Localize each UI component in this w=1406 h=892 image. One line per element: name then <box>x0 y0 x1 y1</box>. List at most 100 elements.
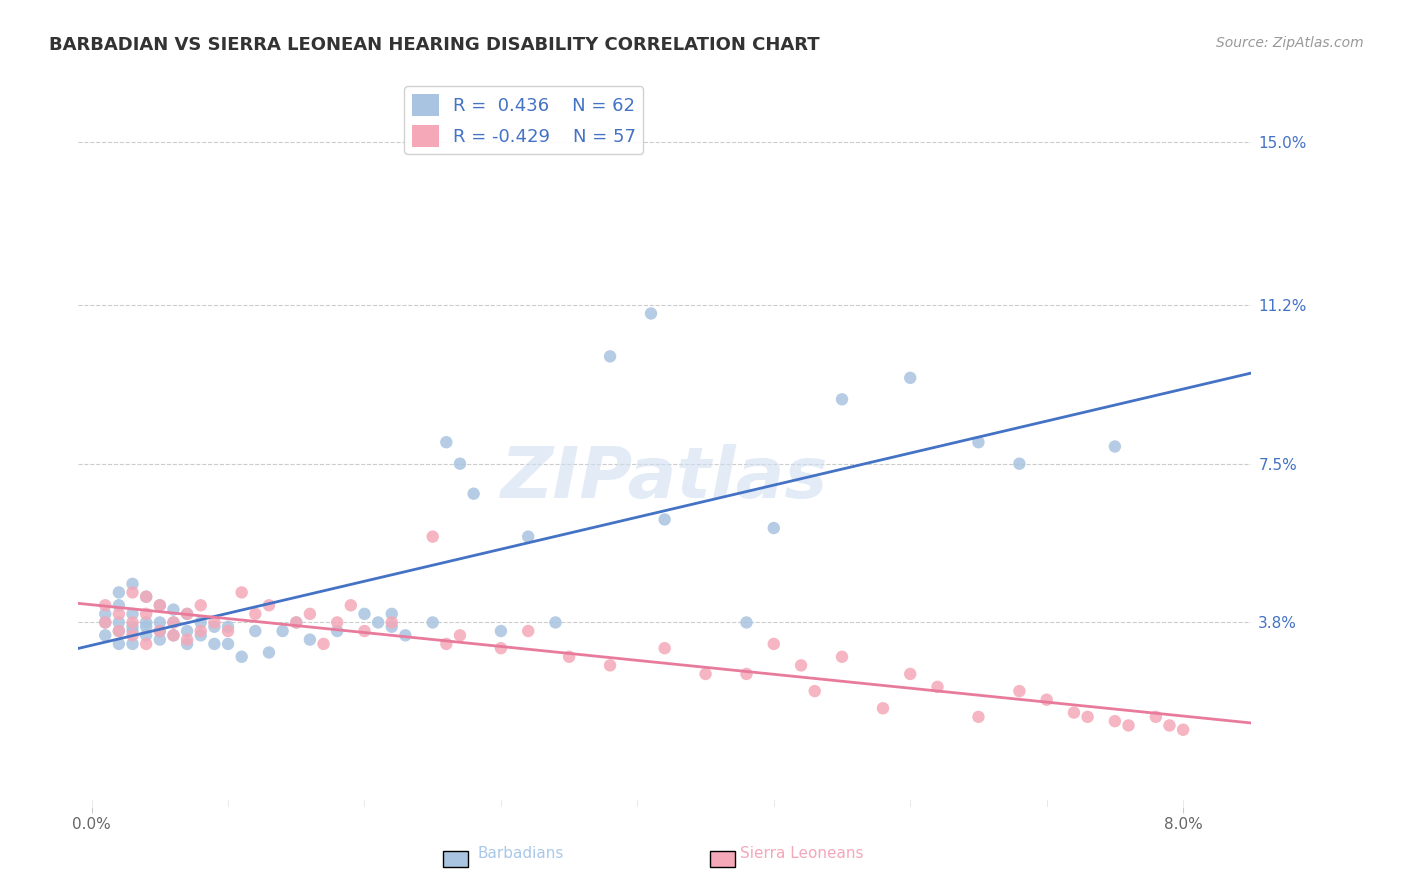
Text: ZIPatlas: ZIPatlas <box>501 444 828 513</box>
Point <box>217 620 239 634</box>
Point <box>108 607 131 621</box>
Point <box>231 649 253 664</box>
Point <box>599 658 621 673</box>
Point <box>135 637 157 651</box>
Point <box>162 615 184 630</box>
Point <box>640 306 662 320</box>
Point <box>176 607 198 621</box>
Point <box>298 607 321 621</box>
Point <box>135 607 157 621</box>
Point <box>217 624 239 638</box>
Point <box>202 620 225 634</box>
Point <box>1008 684 1031 698</box>
Point <box>121 607 143 621</box>
Point <box>162 602 184 616</box>
Point <box>162 628 184 642</box>
Point <box>353 607 375 621</box>
Point <box>108 615 131 630</box>
Point <box>422 530 444 544</box>
Point <box>654 641 676 656</box>
Point <box>135 628 157 642</box>
Point <box>149 599 172 613</box>
Point <box>108 585 131 599</box>
Text: Sierra Leoneans: Sierra Leoneans <box>740 846 863 861</box>
Point <box>381 620 404 634</box>
Point <box>831 649 853 664</box>
Point <box>108 599 131 613</box>
Point <box>831 392 853 407</box>
Point <box>108 637 131 651</box>
Point <box>1104 440 1126 454</box>
Point <box>217 637 239 651</box>
Text: BARBADIAN VS SIERRA LEONEAN HEARING DISABILITY CORRELATION CHART: BARBADIAN VS SIERRA LEONEAN HEARING DISA… <box>49 36 820 54</box>
Point <box>190 628 212 642</box>
Point <box>762 521 785 535</box>
Point <box>381 615 404 630</box>
Point <box>190 624 212 638</box>
Point <box>190 615 212 630</box>
Point <box>449 628 471 642</box>
Point <box>449 457 471 471</box>
Point <box>257 599 280 613</box>
Text: Barbadians: Barbadians <box>477 846 564 861</box>
Point <box>790 658 813 673</box>
Point <box>149 632 172 647</box>
Point <box>735 667 758 681</box>
Point <box>149 615 172 630</box>
Point <box>312 637 335 651</box>
Point <box>326 615 349 630</box>
Point <box>298 632 321 647</box>
Point <box>176 632 198 647</box>
Point <box>927 680 949 694</box>
Point <box>121 637 143 651</box>
Point <box>735 615 758 630</box>
Point <box>121 628 143 642</box>
Point <box>967 710 990 724</box>
Point <box>326 624 349 638</box>
Point <box>872 701 894 715</box>
Point <box>695 667 717 681</box>
Legend: R =  0.436    N = 62, R = -0.429    N = 57: R = 0.436 N = 62, R = -0.429 N = 57 <box>405 87 644 154</box>
Point <box>1144 710 1167 724</box>
Point <box>394 628 416 642</box>
Point <box>1063 706 1085 720</box>
Point <box>149 624 172 638</box>
Point <box>202 615 225 630</box>
Point <box>422 615 444 630</box>
Point <box>1008 457 1031 471</box>
Point <box>544 615 567 630</box>
Point <box>231 585 253 599</box>
Point <box>176 637 198 651</box>
Point <box>121 585 143 599</box>
Point <box>121 624 143 638</box>
Point <box>190 599 212 613</box>
Point <box>1171 723 1194 737</box>
Point <box>1104 714 1126 728</box>
Point <box>489 624 512 638</box>
Point <box>1118 718 1140 732</box>
Point <box>135 620 157 634</box>
Point <box>367 615 389 630</box>
Point <box>271 624 294 638</box>
Point <box>135 590 157 604</box>
Point <box>245 624 267 638</box>
Point <box>599 350 621 364</box>
Text: Source: ZipAtlas.com: Source: ZipAtlas.com <box>1216 36 1364 50</box>
Point <box>898 667 921 681</box>
Point <box>176 624 198 638</box>
Point <box>245 607 267 621</box>
Point <box>135 590 157 604</box>
Point <box>340 599 363 613</box>
Point <box>94 599 117 613</box>
Point <box>898 371 921 385</box>
Point <box>121 577 143 591</box>
Point <box>285 615 308 630</box>
Point <box>121 615 143 630</box>
Point <box>108 624 131 638</box>
Point <box>434 435 457 450</box>
Point <box>434 637 457 651</box>
Point <box>176 607 198 621</box>
Point <box>762 637 785 651</box>
Point <box>489 641 512 656</box>
Point <box>1159 718 1181 732</box>
